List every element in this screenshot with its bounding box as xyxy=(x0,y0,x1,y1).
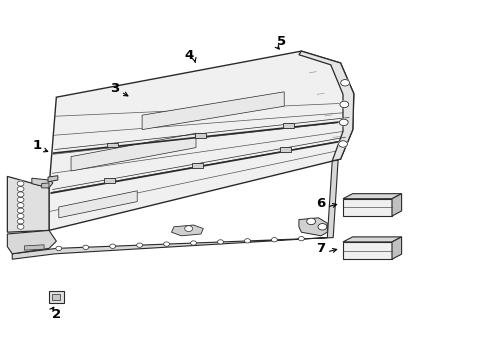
Polygon shape xyxy=(172,225,203,236)
Circle shape xyxy=(298,237,304,241)
Circle shape xyxy=(307,218,316,225)
Circle shape xyxy=(318,224,327,230)
Polygon shape xyxy=(107,143,118,147)
Polygon shape xyxy=(7,230,56,254)
Polygon shape xyxy=(343,237,402,242)
Circle shape xyxy=(17,186,24,192)
Polygon shape xyxy=(59,191,137,218)
Circle shape xyxy=(245,239,250,243)
Polygon shape xyxy=(283,123,294,128)
Polygon shape xyxy=(32,178,53,188)
Circle shape xyxy=(17,219,24,224)
Polygon shape xyxy=(392,237,402,259)
Circle shape xyxy=(17,203,24,208)
Polygon shape xyxy=(192,163,203,167)
Circle shape xyxy=(17,224,24,229)
Circle shape xyxy=(164,242,170,246)
Polygon shape xyxy=(343,199,392,216)
Circle shape xyxy=(191,241,196,245)
Text: 7: 7 xyxy=(317,242,325,255)
Circle shape xyxy=(341,80,349,86)
Circle shape xyxy=(17,208,24,213)
Text: 1: 1 xyxy=(32,139,41,152)
Polygon shape xyxy=(280,147,291,152)
Text: 6: 6 xyxy=(317,197,325,210)
Circle shape xyxy=(56,246,62,251)
Polygon shape xyxy=(299,51,354,161)
Polygon shape xyxy=(142,92,284,130)
Text: 5: 5 xyxy=(277,35,286,48)
Polygon shape xyxy=(49,291,64,303)
Polygon shape xyxy=(42,183,49,188)
Circle shape xyxy=(83,245,89,249)
Polygon shape xyxy=(24,245,44,250)
Text: 2: 2 xyxy=(52,309,61,321)
Polygon shape xyxy=(343,194,402,199)
Circle shape xyxy=(340,101,349,108)
Circle shape xyxy=(110,244,116,248)
Polygon shape xyxy=(52,294,60,300)
Polygon shape xyxy=(343,242,392,259)
Polygon shape xyxy=(195,133,206,138)
Circle shape xyxy=(218,240,223,244)
Polygon shape xyxy=(7,176,49,232)
Polygon shape xyxy=(392,194,402,216)
Circle shape xyxy=(17,181,24,186)
Polygon shape xyxy=(71,133,196,171)
Circle shape xyxy=(137,243,143,247)
Circle shape xyxy=(339,119,348,126)
Circle shape xyxy=(17,197,24,202)
Polygon shape xyxy=(49,51,354,230)
Circle shape xyxy=(271,238,277,242)
Circle shape xyxy=(185,226,193,231)
Polygon shape xyxy=(12,160,338,259)
Circle shape xyxy=(339,141,347,147)
Polygon shape xyxy=(48,176,58,182)
Text: 3: 3 xyxy=(111,82,120,95)
Text: 4: 4 xyxy=(184,49,193,62)
Polygon shape xyxy=(299,218,327,236)
Circle shape xyxy=(17,192,24,197)
Circle shape xyxy=(17,213,24,219)
Polygon shape xyxy=(104,179,115,183)
